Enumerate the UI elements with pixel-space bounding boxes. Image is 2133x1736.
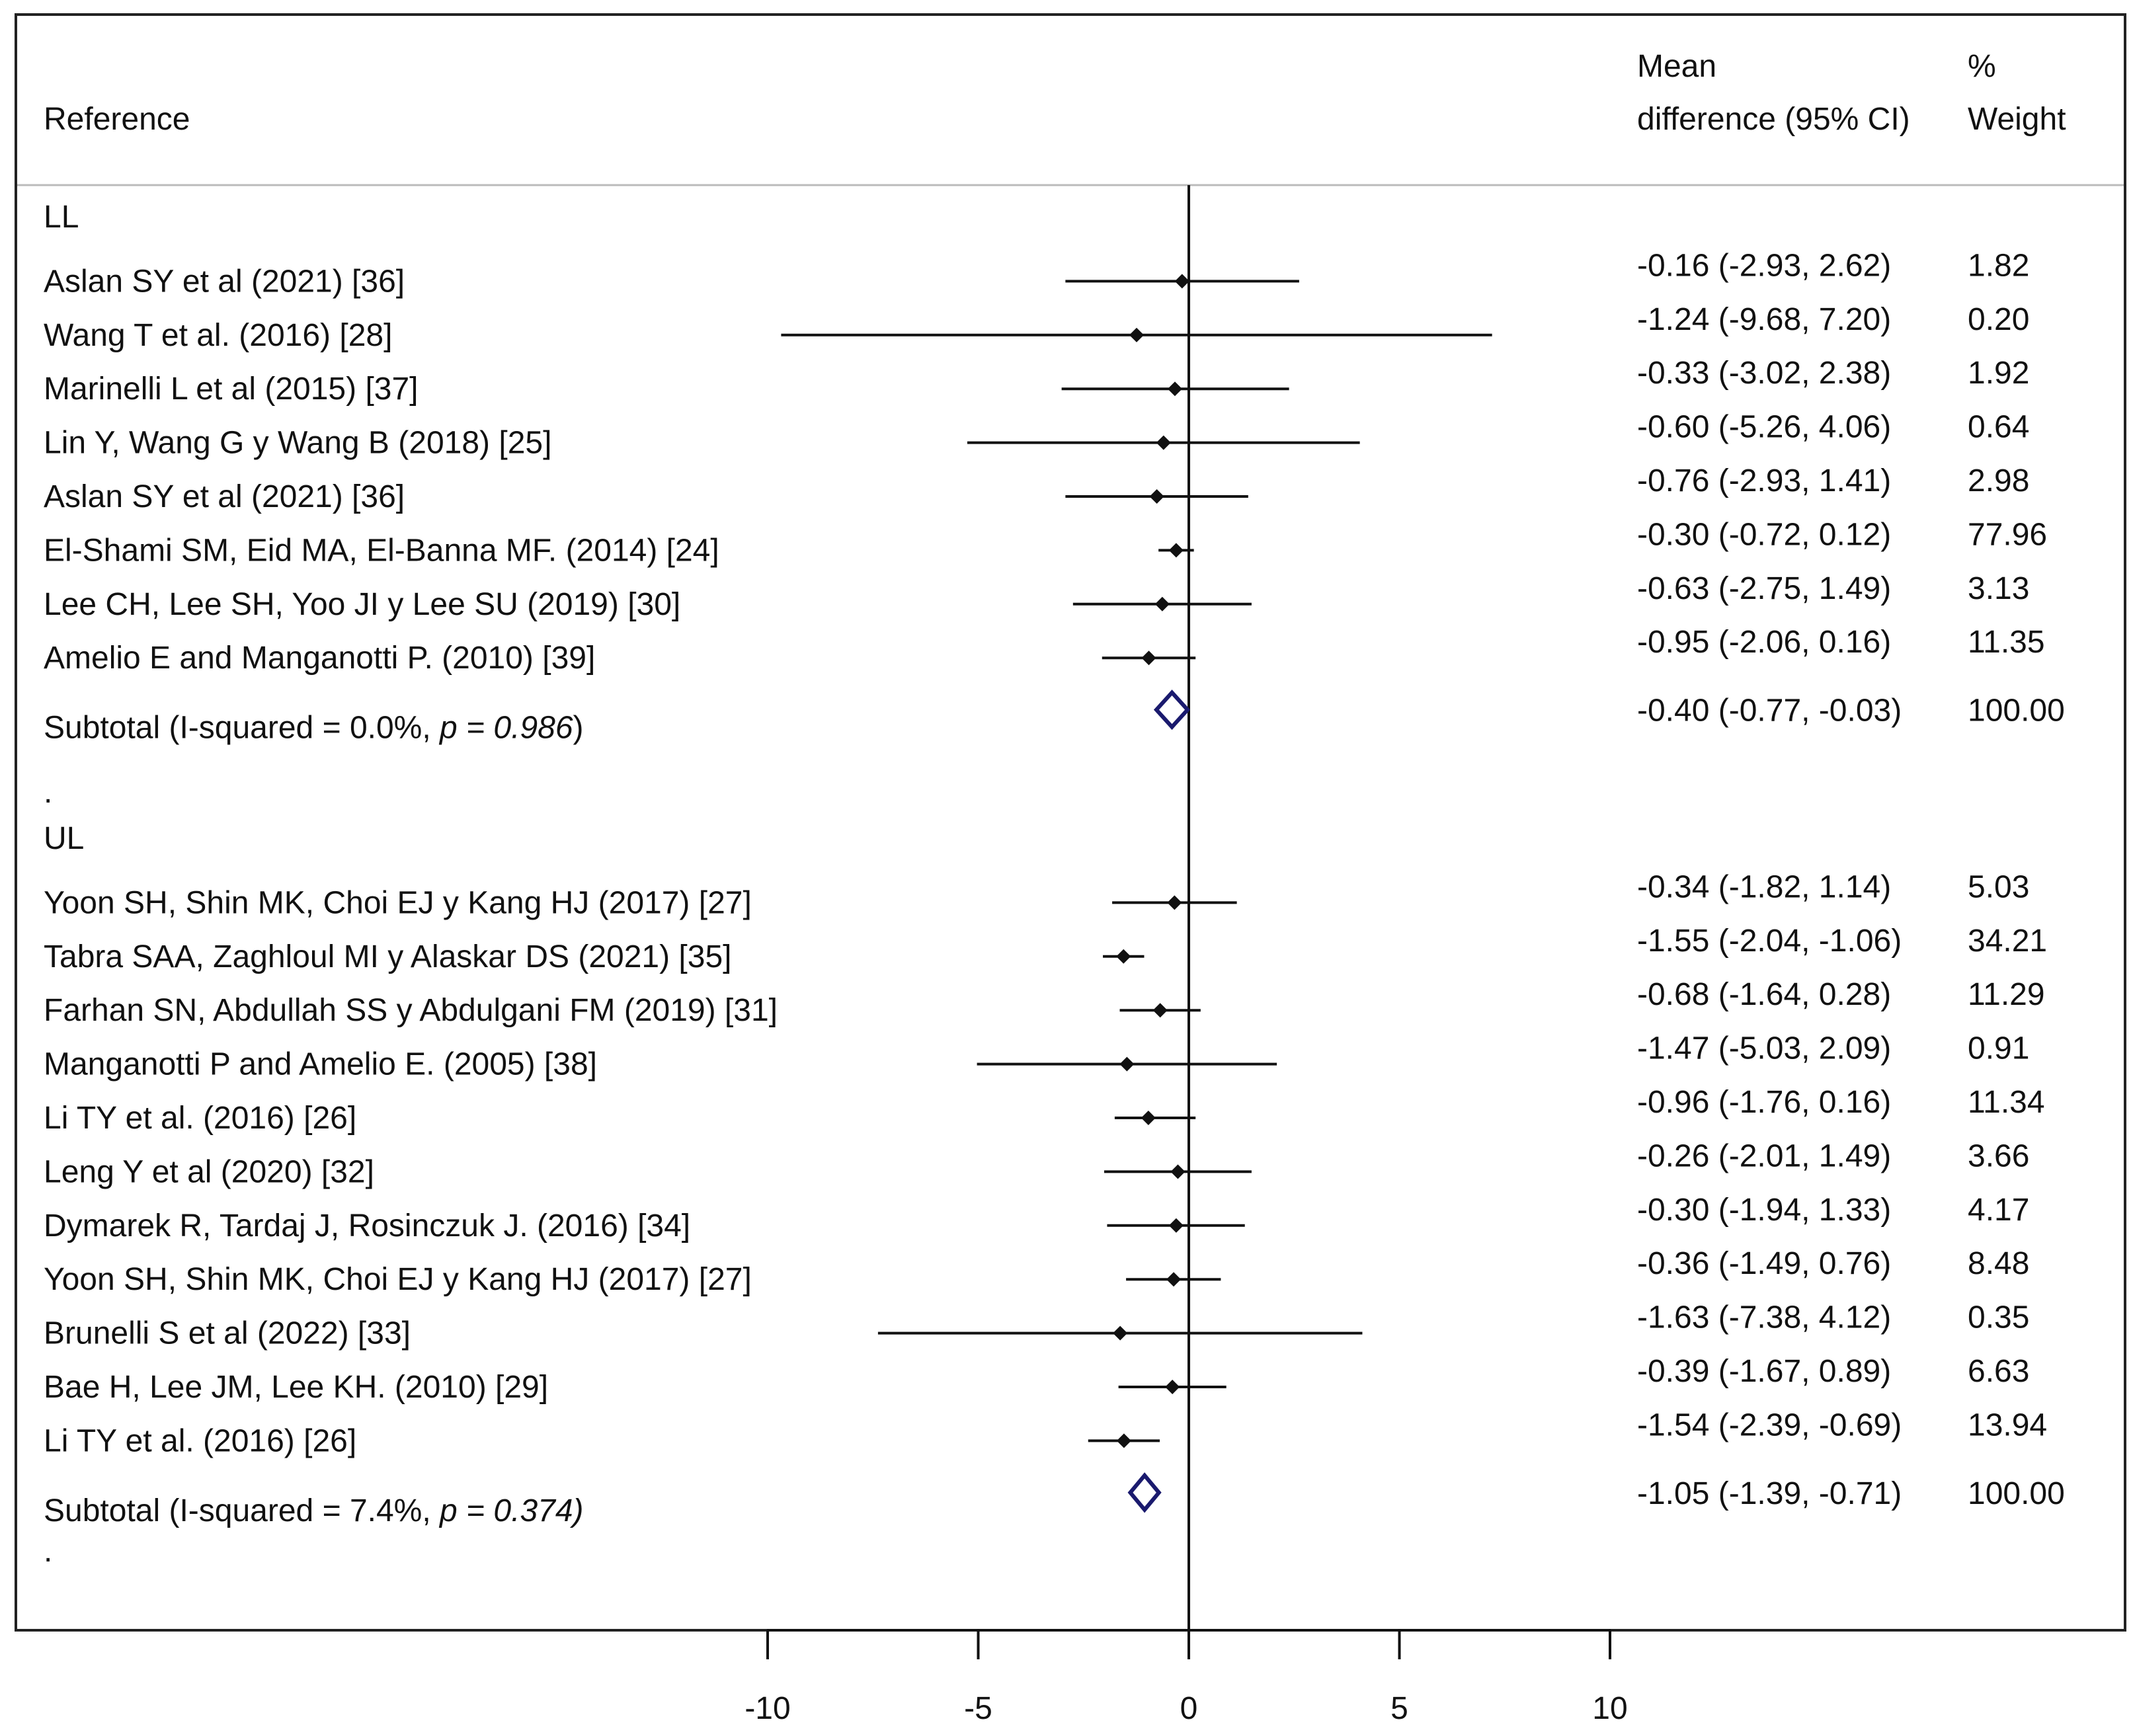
weight-text: 13.94 [1968,1407,2047,1442]
pooled-weight-text: 100.00 [1968,693,2065,729]
weight-text: 0.35 [1968,1300,2029,1335]
weight-text: 77.96 [1968,517,2047,552]
header-md-line1: Mean [1637,49,1716,84]
group-separator: . [44,1534,52,1569]
ci-value-text: -0.96 (-1.76, 0.16) [1637,1085,1891,1120]
ci-value-text: -1.63 (-7.38, 4.12) [1637,1300,1891,1335]
point-estimate-marker [1165,1380,1180,1394]
weight-text: 1.92 [1968,356,2029,391]
ci-value-text: -0.60 (-5.26, 4.06) [1637,410,1891,445]
pooled-ci-text: -1.05 (-1.39, -0.71) [1637,1476,1902,1511]
weight-text: 34.21 [1968,924,2047,959]
point-estimate-marker [1119,1056,1135,1072]
weight-text: 3.13 [1968,571,2029,606]
point-estimate-marker [1170,1164,1186,1179]
point-estimate-marker [1116,949,1131,964]
group-label-ll: LL [44,200,79,235]
weight-text: 1.82 [1968,248,2029,283]
ci-value-text: -1.55 (-2.04, -1.06) [1637,924,1902,959]
pooled-diamond [1153,690,1191,730]
weight-text: 11.35 [1968,625,2045,660]
ci-value-text: -0.76 (-2.93, 1.41) [1637,463,1891,498]
point-estimate-marker [1141,651,1156,666]
point-estimate-marker [1116,1433,1131,1448]
x-tick-label: 10 [1592,1691,1627,1726]
group-separator: . [44,775,52,810]
weight-text: 6.63 [1968,1354,2029,1389]
study-label: El-Shami SM, Eid MA, El-Banna MF. (2014)… [44,533,719,568]
x-tick-label: -10 [745,1691,790,1726]
weight-text: 4.17 [1968,1193,2029,1228]
study-label: Li TY et al. (2016) [26] [44,1423,356,1458]
ci-value-text: -0.95 (-2.06, 0.16) [1637,625,1891,660]
weight-text: 2.98 [1968,463,2029,498]
study-label: Manganotti P and Amelio E. (2005) [38] [44,1047,597,1082]
group-label-ul: UL [44,821,84,856]
point-estimate-marker [1141,1111,1156,1125]
pooled-diamond [1127,1472,1162,1513]
weight-text: 11.29 [1968,977,2045,1012]
point-estimate-marker [1167,895,1182,910]
study-label: Bae H, Lee JM, Lee KH. (2010) [29] [44,1370,548,1405]
header-weight-line1: % [1968,49,1996,84]
x-tick-label: -5 [964,1691,992,1726]
study-label: Wang T et al. (2016) [28] [44,318,392,353]
study-label: Tabra SAA, Zaghloul MI y Alaskar DS (202… [44,939,731,974]
study-label: Aslan SY et al (2021) [36] [44,264,405,299]
study-label: Marinelli L et al (2015) [37] [44,372,419,407]
ci-value-text: -0.26 (-2.01, 1.49) [1637,1138,1891,1173]
ci-value-text: -0.39 (-1.67, 0.89) [1637,1354,1891,1389]
header-md-line2: difference (95% CI) [1637,102,1910,137]
ci-value-text: -1.54 (-2.39, -0.69) [1637,1407,1902,1442]
point-estimate-marker [1166,1272,1182,1287]
ci-value-text: -0.63 (-2.75, 1.49) [1637,571,1891,606]
ci-value-text: -1.24 (-9.68, 7.20) [1637,302,1891,337]
weight-text: 11.34 [1968,1085,2045,1120]
ci-value-text: -0.16 (-2.93, 2.62) [1637,248,1891,283]
point-estimate-marker [1167,381,1182,397]
subtotal-label: Subtotal (I-squared = 7.4%, p = 0.374) [44,1493,584,1528]
subtotal-label: Subtotal (I-squared = 0.0%, p = 0.986) [44,711,584,746]
weight-text: 0.64 [1968,410,2029,445]
point-estimate-marker [1113,1325,1128,1341]
point-estimate-marker [1156,435,1171,450]
point-estimate-marker [1129,327,1145,342]
ci-value-text: -0.36 (-1.49, 0.76) [1637,1246,1891,1281]
ci-value-text: -0.33 (-3.02, 2.38) [1637,356,1891,391]
study-label: Farhan SN, Abdullah SS y Abdulgani FM (2… [44,993,778,1028]
header-reference: Reference [44,102,190,137]
study-label: Amelio E and Manganotti P. (2010) [39] [44,641,595,676]
ci-value-text: -0.68 (-1.64, 0.28) [1637,977,1891,1012]
study-label: Leng Y et al (2020) [32] [44,1154,374,1189]
weight-text: 3.66 [1968,1138,2029,1173]
study-label: Yoon SH, Shin MK, Choi EJ y Kang HJ (201… [44,1262,752,1297]
point-estimate-marker [1174,274,1189,289]
study-label: Brunelli S et al (2022) [33] [44,1316,411,1351]
ci-value-text: -0.34 (-1.82, 1.14) [1637,869,1891,904]
point-estimate-marker [1152,1003,1168,1018]
study-label: Lee CH, Lee SH, Yoo JI y Lee SU (2019) [… [44,587,680,622]
weight-text: 0.20 [1968,302,2029,337]
weight-text: 0.91 [1968,1031,2029,1066]
x-tick-label: 5 [1390,1691,1408,1726]
weight-text: 5.03 [1968,869,2029,904]
point-estimate-marker [1154,596,1170,612]
point-estimate-marker [1149,489,1164,504]
point-estimate-marker [1168,543,1184,558]
study-label: Li TY et al. (2016) [26] [44,1101,356,1136]
x-tick-label: 0 [1180,1691,1198,1726]
pooled-ci-text: -0.40 (-0.77, -0.03) [1637,693,1902,729]
pooled-weight-text: 100.00 [1968,1476,2065,1511]
weight-text: 8.48 [1968,1246,2029,1281]
header-weight-line2: Weight [1968,102,2066,137]
ci-value-text: -0.30 (-0.72, 0.12) [1637,517,1891,552]
ci-value-text: -0.30 (-1.94, 1.33) [1637,1193,1891,1228]
study-label: Lin Y, Wang G y Wang B (2018) [25] [44,426,551,461]
point-estimate-marker [1168,1218,1184,1233]
study-label: Dymarek R, Tardaj J, Rosinczuk J. (2016)… [44,1208,690,1243]
ci-value-text: -1.47 (-5.03, 2.09) [1637,1031,1891,1066]
study-label: Yoon SH, Shin MK, Choi EJ y Kang HJ (201… [44,885,752,920]
study-label: Aslan SY et al (2021) [36] [44,479,405,514]
